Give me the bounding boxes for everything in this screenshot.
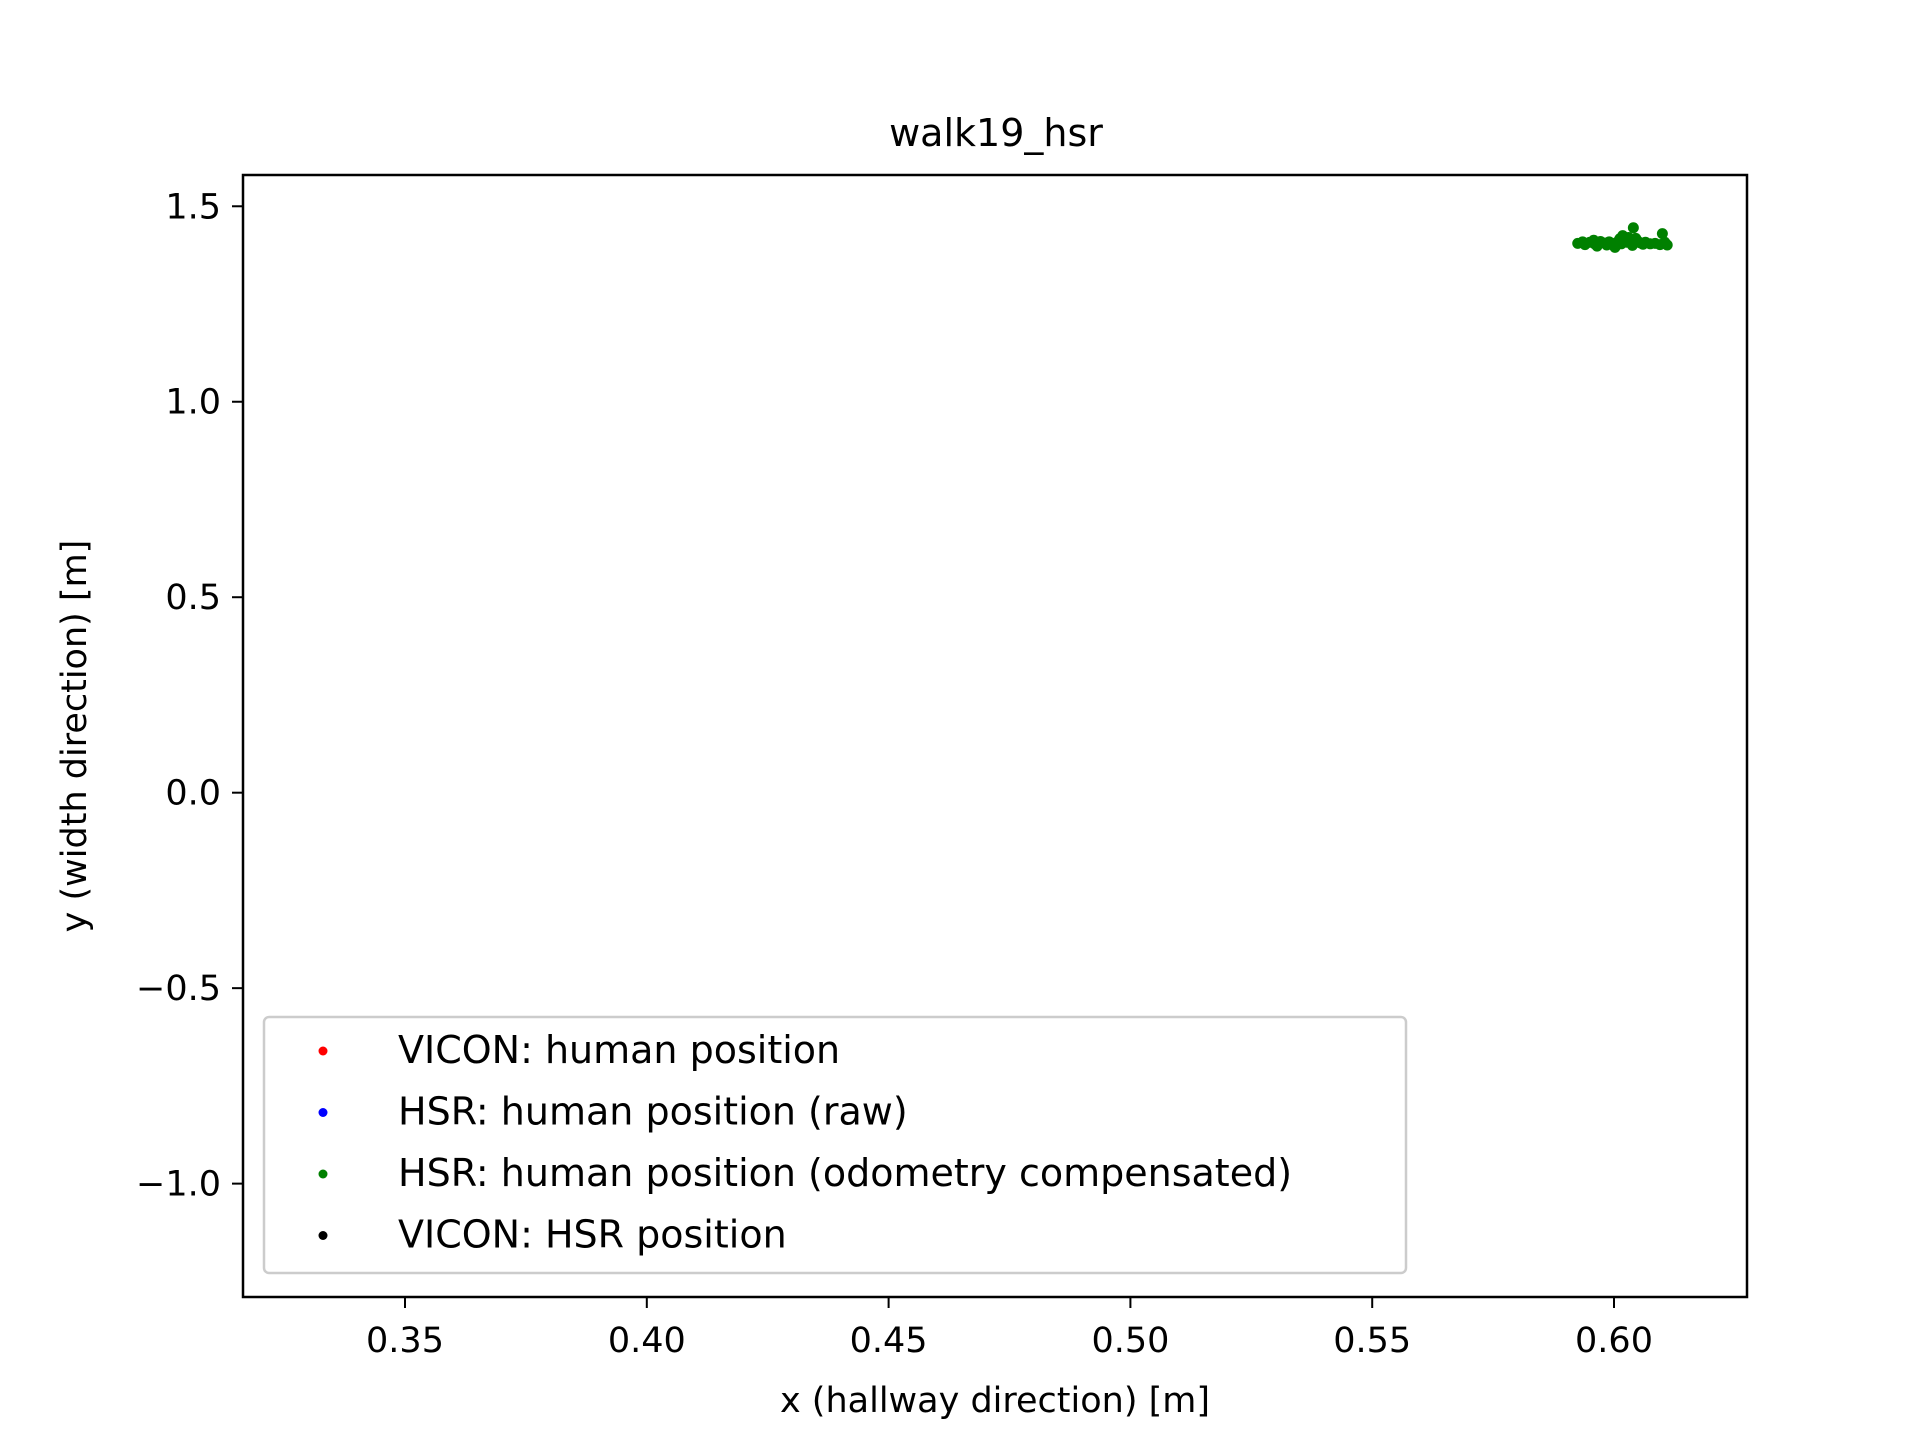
legend-marker bbox=[318, 1108, 328, 1117]
legend-marker bbox=[318, 1046, 328, 1056]
chart-title: walk19_hsr bbox=[889, 111, 1103, 155]
plot-area bbox=[241, 173, 1749, 1299]
data-point-series-2 bbox=[1627, 222, 1639, 234]
legend: VICON: human position HSR: human position… bbox=[262, 1015, 1408, 1275]
x-tick-label: 0.50 bbox=[1091, 1321, 1169, 1361]
legend-marker bbox=[318, 1231, 328, 1240]
x-tick-label: 0.35 bbox=[366, 1321, 444, 1361]
x-tick-label: 0.55 bbox=[1333, 1321, 1411, 1361]
legend-label: HSR: human position (raw) bbox=[398, 1090, 908, 1134]
y-axis-ticks: −1.0 −0.5 0.0 0.5 1.0 1.5 bbox=[136, 187, 243, 1205]
legend-box bbox=[262, 1015, 1408, 1275]
legend-label: VICON: HSR position bbox=[398, 1213, 787, 1257]
y-tick-label: 0.0 bbox=[165, 774, 221, 814]
x-tick-label: 0.60 bbox=[1575, 1321, 1653, 1361]
legend-label: VICON: human position bbox=[398, 1028, 840, 1072]
data-point-series-2 bbox=[1609, 241, 1621, 253]
y-tick-label: 1.0 bbox=[165, 383, 221, 423]
legend-marker bbox=[318, 1169, 328, 1179]
x-axis-ticks: 0.35 0.40 0.45 0.50 0.55 0.60 bbox=[366, 1297, 1653, 1361]
x-tick-label: 0.45 bbox=[850, 1321, 928, 1361]
data-point-series-2 bbox=[1577, 236, 1589, 248]
legend-label: HSR: human position (odometry compensate… bbox=[398, 1151, 1292, 1195]
y-tick-label: 1.5 bbox=[165, 187, 221, 227]
data-point-series-2 bbox=[1588, 234, 1600, 246]
data-point-series-2 bbox=[1661, 239, 1673, 251]
x-tick-label: 0.40 bbox=[608, 1321, 686, 1361]
y-tick-label: 0.5 bbox=[165, 578, 221, 618]
data-point-series-2 bbox=[1656, 228, 1668, 240]
x-axis-label: x (hallway direction) [m] bbox=[780, 1381, 1210, 1421]
y-axis-label: y (width direction) [m] bbox=[55, 540, 95, 933]
data-point-series-2 bbox=[1614, 233, 1626, 245]
data-point-series-2 bbox=[1626, 239, 1638, 251]
legend-items: VICON: human position HSR: human position… bbox=[318, 1028, 1292, 1257]
y-tick-label: −1.0 bbox=[136, 1165, 221, 1205]
points-layer bbox=[1572, 222, 1673, 253]
y-tick-label: −0.5 bbox=[136, 969, 221, 1009]
